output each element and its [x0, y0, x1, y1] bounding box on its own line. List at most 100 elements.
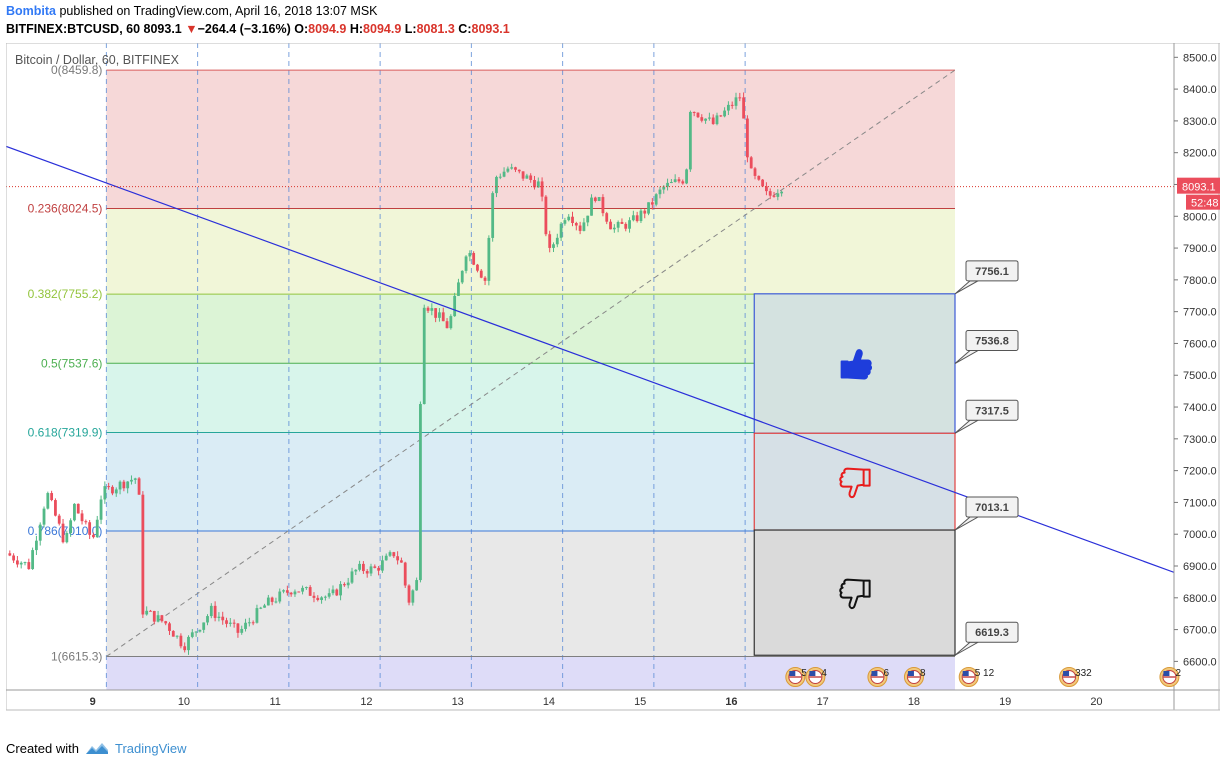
candle-body-144: [555, 237, 559, 245]
y-tick-label-1: 8400.0: [1183, 84, 1217, 96]
candle-body-91: [354, 569, 358, 572]
fib-zone-0: [106, 70, 955, 209]
x-tick-label-16: 16: [725, 696, 737, 708]
candle-body-53: [209, 605, 213, 617]
candle-body-31: [126, 481, 130, 489]
flag-canton: [962, 671, 969, 676]
candle-body-169: [650, 202, 654, 205]
y-tick-label-2: 8300.0: [1183, 116, 1217, 128]
candle-body-49: [194, 631, 198, 633]
zone-box-2: [753, 529, 956, 656]
thumbs-down-icon-shape: [839, 467, 871, 499]
candle-body-110: [426, 307, 430, 311]
x-tick-label-9: 9: [90, 696, 96, 708]
candle-body-143: [552, 244, 555, 248]
fib-label-0: 0(8459.8): [51, 63, 102, 77]
candle-body-36: [145, 610, 149, 615]
candle-body-174: [669, 182, 673, 184]
fib-label-0.786: 0.786(7010.0): [28, 524, 103, 538]
candle-body-130: [502, 171, 506, 177]
candle-body-170: [654, 194, 658, 205]
candle-body-152: [586, 215, 590, 223]
candle-body-11: [50, 493, 54, 501]
candle-body-180: [692, 111, 696, 113]
candle-body-95: [369, 566, 373, 574]
candle-body-141: [544, 196, 548, 235]
fib-label-1: 1(6615.3): [51, 650, 102, 664]
candle-body-111: [430, 308, 434, 311]
candle-body-97: [377, 567, 381, 571]
candle-body-58: [228, 622, 232, 624]
candle-body-133: [514, 167, 517, 170]
candle-body-135: [521, 171, 525, 179]
candle-body-22: [92, 534, 95, 538]
candle-body-86: [335, 589, 339, 596]
candle-body-69: [270, 597, 274, 602]
change-value: −264.4 (−3.16%): [197, 22, 291, 36]
candle-body-85: [331, 589, 335, 594]
candle-body-156: [601, 197, 605, 214]
event-badge-label: 2: [1175, 668, 1181, 679]
candle-body-175: [673, 179, 677, 183]
candle-body-160: [616, 221, 620, 228]
callout-label: 7317.5: [975, 405, 1009, 417]
event-badge-label: 4: [821, 668, 827, 679]
candle-body-176: [677, 179, 681, 182]
countdown-badge-label: 52:48: [1191, 198, 1219, 210]
candle-body-145: [559, 223, 563, 238]
candle-body-100: [388, 552, 392, 556]
y-tick-label-10: 7500.0: [1183, 370, 1217, 382]
candle-body-194: [746, 118, 749, 158]
candle-body-74: [289, 592, 293, 595]
candle-body-203: [780, 191, 784, 194]
price-chart[interactable]: 0(8459.8) 0.236(8024.5) 0.382(7755.2) 0.5(7…: [5, 42, 1221, 711]
price-callout-1: 7536.8: [954, 330, 1019, 364]
candle-body-104: [403, 562, 407, 586]
callout-pointer: [954, 516, 980, 531]
price-callout-3: 7013.1: [954, 496, 1019, 531]
tradingview-logo-icon[interactable]: [85, 742, 109, 756]
event-badge-label: 332: [1075, 668, 1092, 679]
fib-label-0.236: 0.236(8024.5): [28, 201, 103, 215]
candle-body-88: [342, 584, 346, 586]
candle-body-146: [563, 220, 567, 224]
candle-body-46: [183, 646, 187, 651]
author-link[interactable]: Bombita: [6, 4, 56, 18]
tradingview-brand-link[interactable]: TradingView: [114, 741, 187, 756]
callout-label: 6619.3: [975, 627, 1009, 639]
high-value: 8094.9: [363, 22, 402, 36]
symbol-label: BITFINEX:BTCUSD, 60: [6, 22, 141, 36]
publish-info: Bombita published on TradingView.com, Ap…: [6, 4, 378, 18]
candle-body-8: [38, 524, 42, 541]
candle-body-98: [381, 560, 384, 571]
candle-body-72: [282, 590, 285, 592]
candle-body-64: [251, 622, 255, 624]
event-badge-label: 8: [920, 668, 926, 679]
thumbs-down-icon: [839, 467, 871, 499]
chart-panel[interactable]: 0(8459.8) 0.236(8024.5) 0.382(7755.2) 0.5(7…: [5, 42, 1221, 711]
candle-body-87: [339, 584, 342, 596]
candle-body-127: [491, 193, 495, 238]
low-label: L:: [404, 22, 417, 36]
candle-body-202: [776, 193, 780, 197]
candle-body-80: [312, 595, 316, 598]
candle-body-200: [768, 191, 772, 196]
candle-body-113: [438, 312, 441, 318]
candle-body-3: [19, 562, 23, 565]
candle-body-13: [57, 515, 61, 524]
candle-body-112: [434, 308, 438, 318]
candle-body-51: [202, 622, 206, 630]
y-tick-label-18: 6700.0: [1183, 625, 1217, 637]
candle-body-184: [707, 117, 711, 119]
plot-area: 0(8459.8) 0.236(8024.5) 0.382(7755.2) 0.5(7…: [6, 43, 1174, 690]
last-price: 8093.1: [143, 22, 182, 36]
countdown-badge-bg: [1186, 194, 1221, 210]
candle-body-138: [533, 179, 536, 188]
callout-label: 7013.1: [975, 502, 1009, 514]
candle-body-124: [479, 270, 483, 278]
candle-body-43: [171, 630, 175, 637]
candle-body-125: [483, 277, 487, 281]
symbol-info: BITFINEX:BTCUSD, 60 8093.1 ▼−264.4 (−3.1…: [6, 22, 510, 36]
candle-body-183: [704, 118, 707, 121]
candle-body-63: [247, 622, 251, 624]
